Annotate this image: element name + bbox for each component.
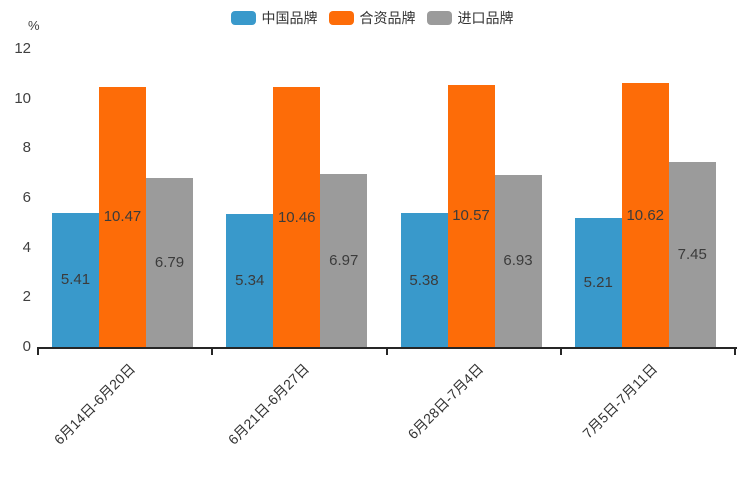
- bar-合资品牌[interactable]: 10.57: [447, 84, 495, 347]
- bar-中国品牌[interactable]: 5.34: [226, 214, 274, 347]
- x-axis-tick: [211, 349, 214, 355]
- bar-中国品牌[interactable]: 5.21: [574, 217, 622, 347]
- legend-swatch-icon: [230, 11, 256, 25]
- bar-value-label: 5.21: [583, 273, 613, 291]
- legend-swatch-icon: [328, 11, 354, 25]
- bar-合资品牌[interactable]: 10.46: [273, 87, 321, 347]
- legend-item-进口品牌[interactable]: 进口品牌: [426, 8, 514, 28]
- x-axis-category-label: 7月5日-7月11日: [579, 360, 661, 442]
- legend-item-label: 中国品牌: [261, 10, 318, 26]
- bar-value-label: 10.47: [103, 208, 142, 226]
- bar-value-label: 7.45: [677, 245, 707, 263]
- y-axis-unit-label: %: [28, 18, 40, 33]
- bar-value-label: 6.79: [154, 254, 185, 272]
- bar-合资品牌[interactable]: 10.62: [621, 83, 669, 347]
- x-axis-tick: [559, 349, 562, 355]
- legend-item-中国品牌[interactable]: 中国品牌: [230, 8, 318, 28]
- legend-item-label: 合资品牌: [359, 10, 416, 26]
- bar-进口品牌[interactable]: 7.45: [668, 161, 716, 347]
- x-axis-tick: [385, 349, 388, 355]
- bar-value-label: 10.62: [626, 206, 665, 224]
- x-axis-tick: [37, 349, 39, 355]
- bar-value-label: 6.97: [329, 251, 359, 269]
- bar-value-label: 5.34: [235, 272, 265, 290]
- x-axis-category-label: 6月28日-7月4日: [404, 360, 487, 443]
- bar-进口品牌[interactable]: 6.97: [320, 173, 368, 347]
- y-axis-tick-label: 2: [22, 288, 31, 306]
- y-axis-tick-label: 4: [22, 238, 31, 256]
- y-axis-tick-label: 6: [22, 189, 31, 206]
- y-axis-tick-label: 12: [14, 40, 31, 57]
- bar-合资品牌[interactable]: 10.47: [99, 86, 146, 347]
- legend-swatch-icon: [426, 11, 452, 25]
- y-axis-tick-label: 0: [22, 338, 31, 355]
- bar-value-label: 6.93: [503, 252, 533, 270]
- bar-进口品牌[interactable]: 6.79: [146, 178, 193, 347]
- legend-item-合资品牌[interactable]: 合资品牌: [328, 8, 416, 28]
- bar-value-label: 5.38: [409, 271, 439, 289]
- y-axis-tick-label: 10: [14, 89, 31, 107]
- bar-中国品牌[interactable]: 5.38: [400, 213, 448, 347]
- bar-value-label: 5.41: [60, 271, 91, 289]
- bar-value-label: 10.46: [277, 208, 316, 226]
- x-axis-line: [37, 347, 737, 349]
- bar-value-label: 10.57: [452, 207, 490, 225]
- x-axis-category-label: 6月21日-6月27日: [224, 360, 313, 448]
- bar-中国品牌[interactable]: 5.41: [52, 212, 99, 347]
- x-axis-tick: [734, 349, 736, 355]
- y-axis-tick-label: 8: [22, 139, 31, 157]
- x-axis-category-label: 6月14日-6月20日: [50, 360, 138, 448]
- bar-进口品牌[interactable]: 6.93: [494, 174, 542, 347]
- legend-item-label: 进口品牌: [457, 10, 514, 26]
- legend: 中国品牌 合资品牌 进口品牌: [0, 8, 744, 28]
